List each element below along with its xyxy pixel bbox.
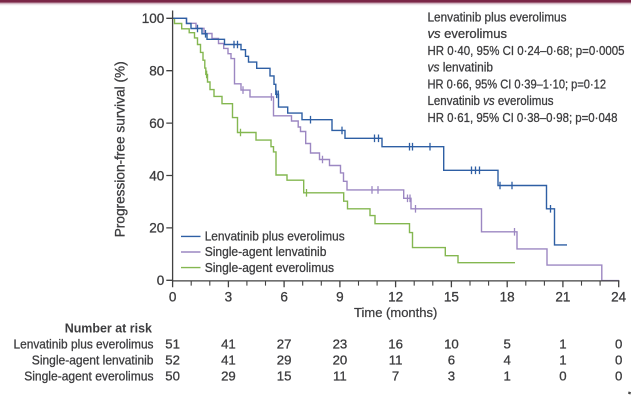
svg-text:41: 41 [221, 336, 236, 351]
svg-text:50: 50 [165, 368, 180, 383]
svg-text:Lenvatinib plus everolimus: Lenvatinib plus everolimus [205, 229, 345, 244]
svg-text:6: 6 [448, 352, 455, 367]
svg-text:20: 20 [149, 221, 164, 236]
svg-text:HR 0·66, 95% CI 0·39–1·10; p=0: HR 0·66, 95% CI 0·39–1·10; p=0·12 [428, 76, 607, 91]
svg-text:6: 6 [280, 290, 288, 305]
svg-text:12: 12 [388, 290, 403, 305]
svg-text:3: 3 [448, 368, 455, 383]
svg-text:20: 20 [333, 352, 348, 367]
svg-text:51: 51 [165, 336, 180, 351]
svg-text:Lenvatinib plus everolimus: Lenvatinib plus everolimus [428, 9, 567, 24]
svg-text:80: 80 [149, 64, 164, 79]
svg-text:100: 100 [142, 11, 165, 26]
svg-text:1: 1 [559, 352, 566, 367]
svg-text:7: 7 [392, 368, 399, 383]
svg-text:0: 0 [157, 273, 165, 288]
svg-text:Progression-free survival (%): Progression-free survival (%) [113, 61, 128, 237]
svg-text:1: 1 [559, 336, 566, 351]
svg-text:16: 16 [388, 336, 403, 351]
svg-text:Lenvatinib plus everolimus: Lenvatinib plus everolimus [14, 336, 154, 351]
svg-text:0: 0 [559, 368, 566, 383]
svg-text:52: 52 [165, 352, 180, 367]
svg-text:10: 10 [444, 336, 459, 351]
svg-text:23: 23 [333, 336, 348, 351]
svg-text:Time (months): Time (months) [354, 305, 437, 320]
svg-text:21: 21 [555, 290, 570, 305]
svg-text:27: 27 [277, 336, 292, 351]
svg-text:Single-agent lenvatinib: Single-agent lenvatinib [32, 352, 154, 367]
svg-text:0: 0 [169, 290, 177, 305]
svg-text:15: 15 [444, 290, 459, 305]
svg-text:Single-agent everolimus: Single-agent everolimus [205, 260, 335, 275]
svg-text:41: 41 [221, 352, 236, 367]
svg-text:Lenvatinib vs everolimus: Lenvatinib vs everolimus [428, 93, 554, 108]
svg-text:11: 11 [333, 368, 347, 383]
svg-text:11: 11 [389, 352, 403, 367]
svg-text:15: 15 [277, 368, 292, 383]
svg-text:3: 3 [225, 290, 233, 305]
svg-text:9: 9 [336, 290, 344, 305]
svg-text:0: 0 [615, 336, 622, 351]
svg-text:18: 18 [500, 290, 515, 305]
svg-text:vs lenvatinib: vs lenvatinib [428, 60, 494, 75]
svg-text:HR 0·61, 95% CI 0·38–0·98; p=0: HR 0·61, 95% CI 0·38–0·98; p=0·048 [428, 110, 618, 125]
svg-text:40: 40 [149, 168, 164, 183]
svg-text:1: 1 [504, 368, 511, 383]
svg-text:29: 29 [277, 352, 292, 367]
svg-text:Single-agent everolimus: Single-agent everolimus [24, 368, 154, 383]
svg-text:24: 24 [611, 290, 627, 305]
svg-text:0: 0 [615, 368, 622, 383]
svg-text:vs everolimus: vs everolimus [428, 26, 508, 41]
svg-text:0: 0 [615, 352, 622, 367]
svg-text:5: 5 [504, 336, 511, 351]
svg-text:29: 29 [221, 368, 236, 383]
svg-text:HR 0·40, 95% CI 0·24–0·68; p=0: HR 0·40, 95% CI 0·24–0·68; p=0·0005 [428, 43, 625, 58]
svg-text:Single-agent lenvatinib: Single-agent lenvatinib [205, 244, 327, 259]
svg-text:Number at risk: Number at risk [65, 320, 153, 335]
svg-text:60: 60 [149, 116, 164, 131]
svg-text:4: 4 [504, 352, 511, 367]
